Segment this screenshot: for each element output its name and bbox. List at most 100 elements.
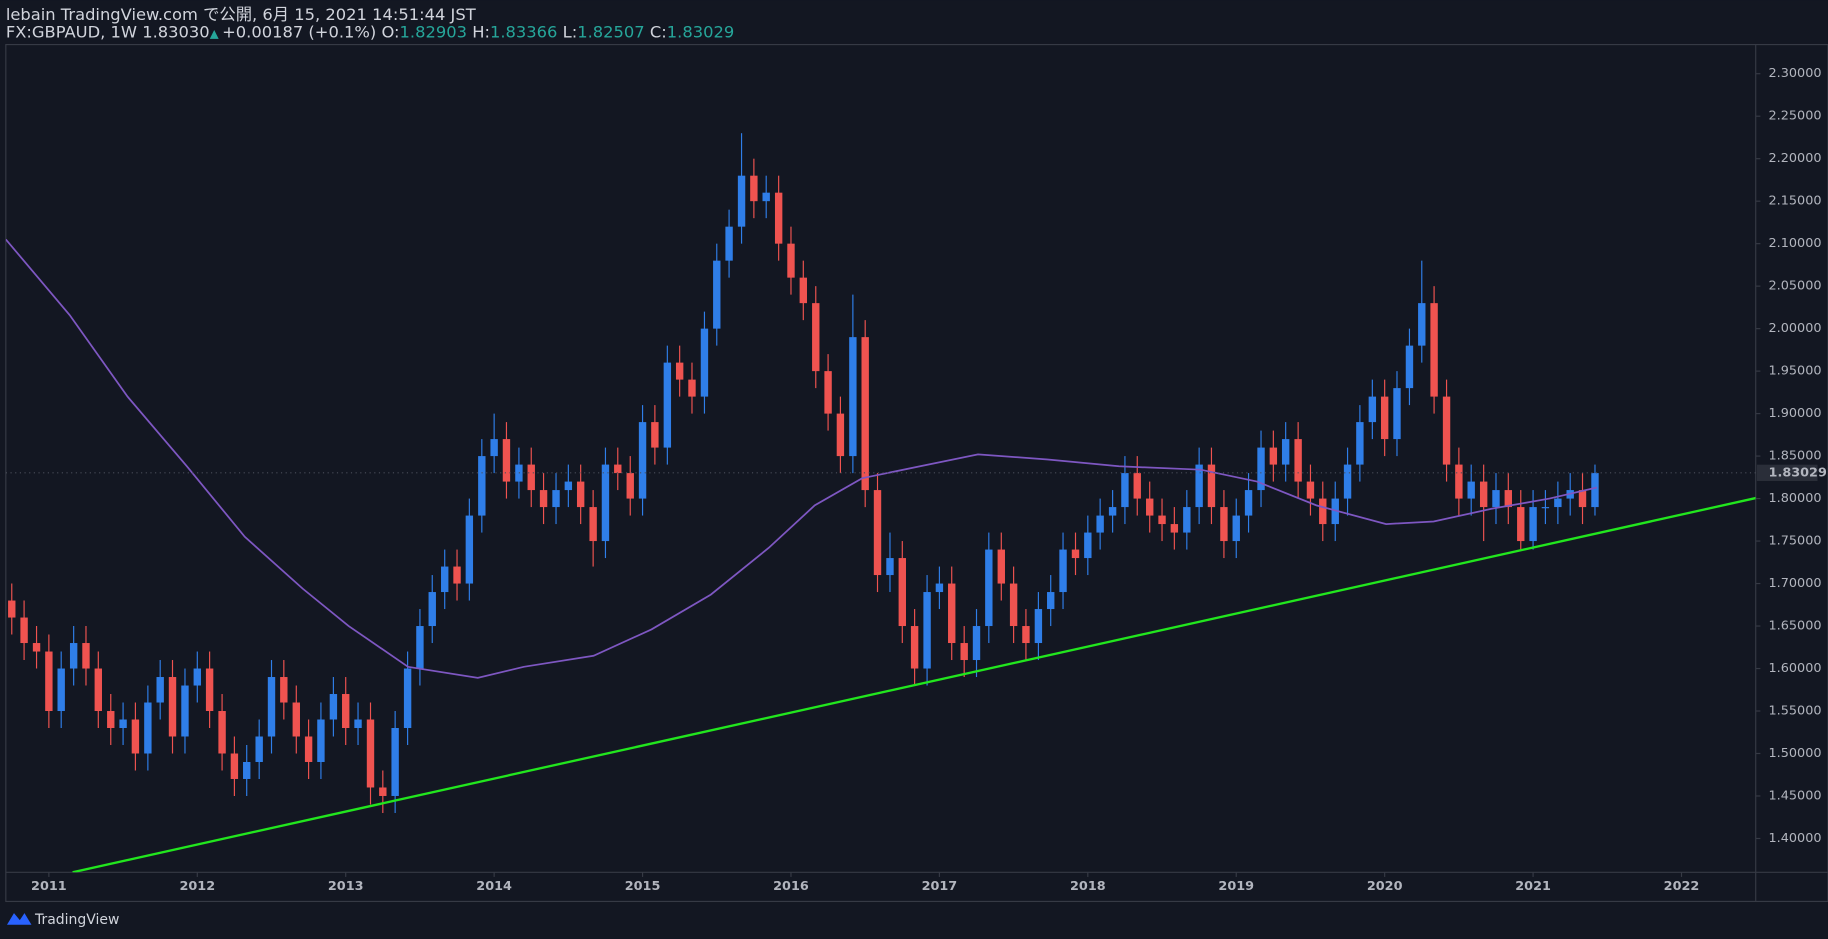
candle-body	[1207, 464, 1216, 508]
x-tick-label: 2014	[476, 879, 512, 894]
candle-body	[601, 464, 610, 542]
candle-body	[428, 592, 436, 627]
ohlc-label: C:	[650, 23, 667, 42]
candle-body	[1343, 464, 1352, 499]
ohlc-value: 1.82903	[400, 23, 467, 42]
candle-body	[898, 558, 906, 627]
candle-body	[750, 175, 758, 202]
candle-body	[490, 439, 498, 457]
candle-body	[32, 643, 41, 652]
header-title: lebain TradingView.com で公開, 6月 15, 2021 …	[6, 5, 477, 24]
x-tick-label: 2021	[1515, 879, 1551, 894]
ohlc-label: H:	[472, 23, 490, 42]
candle-body	[886, 558, 894, 576]
candle-body	[181, 685, 189, 737]
candle-body	[948, 583, 956, 644]
candle-body	[1554, 498, 1562, 508]
candle-body	[329, 694, 338, 720]
candle-body	[663, 362, 672, 448]
candle-body	[1504, 490, 1512, 508]
candle-body	[1183, 507, 1191, 533]
candle-body	[107, 711, 115, 729]
y-tick-label: 2.15000	[1769, 194, 1822, 209]
candle-body	[416, 626, 424, 669]
candle-body	[1195, 464, 1203, 508]
candle-body	[45, 651, 53, 712]
candle-body	[478, 456, 486, 516]
candle-body	[1393, 388, 1401, 440]
y-tick-label: 1.60000	[1769, 661, 1822, 676]
candle-body	[1096, 515, 1104, 533]
candle-body	[1405, 345, 1414, 389]
candle-body	[1121, 473, 1129, 508]
candle-body	[836, 413, 845, 457]
y-tick-label: 1.55000	[1769, 704, 1822, 719]
y-tick-label: 2.00000	[1769, 321, 1822, 336]
y-tick-label: 1.90000	[1769, 406, 1822, 421]
candle-body	[812, 303, 820, 372]
candle-body	[1517, 507, 1525, 542]
candle-body	[1541, 507, 1550, 509]
candle-body	[403, 668, 412, 729]
candle-body	[94, 668, 102, 712]
candle-body	[1269, 447, 1278, 465]
candle-body	[675, 362, 684, 380]
candle-body	[688, 379, 696, 397]
change: +0.00187 (+0.1%)	[222, 23, 376, 42]
x-tick-label: 2013	[328, 879, 364, 894]
x-tick-label: 2019	[1218, 879, 1254, 894]
candle-body	[119, 719, 127, 729]
header-quote: FX:GBPAUD, 1W 1.83030▲ +0.00187 (+0.1%) O…	[6, 23, 734, 42]
symbol: FX:GBPAUD, 1W 1.83030	[6, 23, 210, 42]
candle-body	[972, 626, 981, 661]
candle-body	[1492, 490, 1500, 508]
candle-body	[1220, 507, 1228, 542]
candle-body	[651, 422, 659, 448]
candle-body	[1467, 481, 1475, 499]
ohlc-label: O:	[381, 23, 399, 42]
candle-body	[1418, 303, 1426, 346]
x-tick-label: 2020	[1367, 879, 1403, 894]
candle-body	[1455, 464, 1463, 499]
candle-body	[1306, 481, 1315, 499]
candle-body	[1022, 626, 1030, 644]
candle-body	[935, 583, 944, 593]
candle-body	[1319, 498, 1327, 525]
candle-body	[292, 702, 300, 737]
candle-body	[342, 694, 350, 729]
candle-body	[1244, 490, 1253, 516]
candle-body	[774, 192, 783, 244]
y-tick-label: 1.85000	[1769, 449, 1822, 464]
candle-body	[255, 736, 263, 762]
candle-body	[379, 787, 387, 796]
candle-body	[57, 668, 65, 712]
candle-body	[1034, 609, 1043, 644]
candle-body	[156, 677, 164, 703]
candle-body	[626, 473, 634, 499]
candle-body	[131, 719, 140, 754]
candle-body	[1133, 473, 1141, 499]
candle-body	[1084, 532, 1092, 559]
candle-body	[849, 337, 857, 457]
candle-body	[1578, 490, 1587, 508]
candle-body	[1442, 396, 1451, 465]
candle-body	[465, 515, 474, 584]
candle-body	[20, 617, 28, 644]
brand-logo	[6, 913, 32, 925]
candle-body	[366, 719, 375, 788]
x-tick-label: 2022	[1664, 879, 1700, 894]
y-tick-label: 2.05000	[1769, 279, 1822, 294]
candle-body	[1430, 303, 1438, 397]
y-tick-label: 1.75000	[1769, 534, 1822, 549]
candle-body	[700, 328, 709, 397]
candle-body	[1170, 524, 1179, 533]
candle-body	[317, 719, 325, 762]
candle-body	[873, 490, 882, 576]
candle-body	[1071, 549, 1080, 559]
overlay-line	[5, 238, 1598, 679]
last-price-box	[1756, 464, 1818, 481]
y-tick-label: 1.95000	[1769, 364, 1822, 379]
candle-body	[1146, 498, 1154, 516]
candle-body	[539, 490, 548, 508]
